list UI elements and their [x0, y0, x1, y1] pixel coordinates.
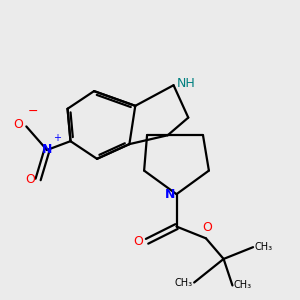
Text: O: O	[202, 221, 212, 234]
Text: CH₃: CH₃	[234, 280, 252, 290]
Text: CH₃: CH₃	[175, 278, 193, 287]
Text: O: O	[14, 118, 23, 131]
Text: NH: NH	[177, 77, 196, 90]
Text: +: +	[53, 133, 62, 142]
Text: CH₃: CH₃	[254, 242, 273, 252]
Text: O: O	[133, 235, 142, 248]
Text: O: O	[25, 173, 35, 186]
Text: −: −	[28, 105, 38, 118]
Text: N: N	[165, 188, 175, 201]
Text: N: N	[42, 143, 52, 157]
